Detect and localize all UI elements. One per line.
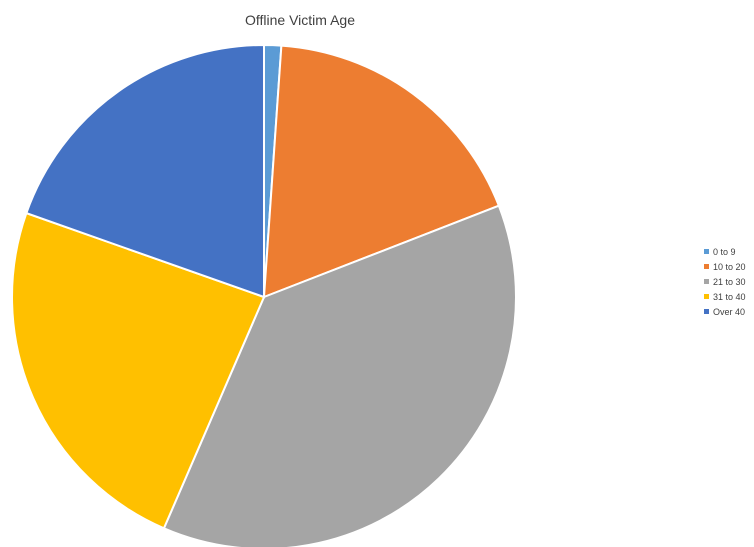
legend-swatch <box>704 264 709 269</box>
legend-label: 21 to 30 <box>713 276 746 287</box>
legend: 0 to 9 10 to 20 21 to 30 31 to 40 Over 40 <box>704 244 746 319</box>
chart-title: Offline Victim Age <box>245 12 355 28</box>
pie-chart <box>11 43 517 547</box>
pie-slice-10-to-20 <box>262 44 501 299</box>
legend-label: 31 to 40 <box>713 291 746 302</box>
legend-label: 0 to 9 <box>713 246 736 257</box>
legend-label: 10 to 20 <box>713 261 746 272</box>
legend-item-10-to-20: 10 to 20 <box>704 259 746 274</box>
legend-swatch <box>704 309 709 314</box>
legend-item-over-40: Over 40 <box>704 304 746 319</box>
legend-swatch <box>704 249 709 254</box>
legend-item-0-to-9: 0 to 9 <box>704 244 746 259</box>
legend-label: Over 40 <box>713 306 746 317</box>
legend-swatch <box>704 294 709 299</box>
legend-swatch <box>704 279 709 284</box>
pie-slice-31-to-40 <box>11 211 266 530</box>
legend-item-21-to-30: 21 to 30 <box>704 274 746 289</box>
pie-slice-21-to-30 <box>162 204 517 547</box>
pie-slice-over-40 <box>25 43 265 299</box>
legend-item-31-to-40: 31 to 40 <box>704 289 746 304</box>
